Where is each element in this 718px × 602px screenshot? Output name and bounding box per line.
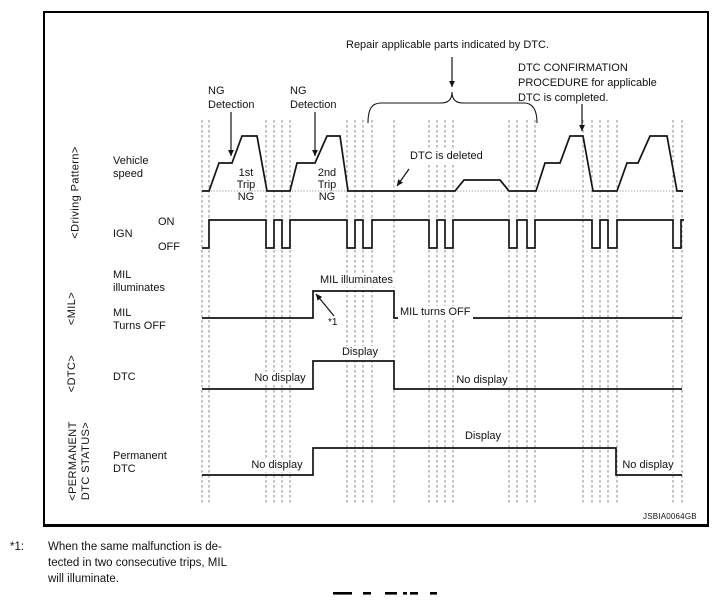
cropped-print-artifact — [363, 592, 371, 595]
repair-span-brace — [367, 91, 538, 124]
mil-turns-off-annotation: MIL turns OFF — [398, 306, 473, 319]
footnote-ref-arrow — [315, 293, 335, 317]
group-label-permanent-dtc: <PERMANENT DTC STATUS> — [66, 421, 92, 501]
permanent-dtc-trace — [202, 447, 682, 476]
vehicle-speed-trace — [202, 135, 683, 192]
ign-trace — [202, 219, 684, 249]
repair-note: Repair applicable parts indicated by DTC… — [346, 39, 549, 51]
dtc-deleted-arrow — [396, 168, 410, 187]
cropped-print-artifact — [385, 592, 397, 595]
trip1-label: 1st Trip NG — [236, 167, 256, 203]
trip2-label: 2nd Trip NG — [317, 167, 337, 203]
ng-detection-label-1: NG Detection — [208, 85, 255, 111]
footnote-text: When the same malfunction is de- tected … — [48, 541, 227, 585]
permanent-dtc-axis-label: Permanent DTC — [113, 450, 167, 475]
ng-detection-label-2: NG Detection — [290, 85, 337, 111]
mil-illuminates-annotation: MIL illuminates — [318, 274, 395, 287]
figure-code: JSBIA0064GB — [643, 512, 697, 521]
ign-label: IGN — [113, 228, 133, 240]
dtc-no-display-left: No display — [252, 372, 308, 385]
ign-off-label: OFF — [158, 241, 180, 253]
group-label-dtc: <DTC> — [66, 354, 79, 393]
group-label-driving-pattern: <Driving Pattern> — [69, 146, 82, 239]
mil-turns-off-axis-label: MIL Turns OFF — [113, 307, 166, 332]
dtc-no-display-right: No display — [454, 374, 510, 387]
cropped-print-artifact — [333, 592, 352, 595]
cropped-print-artifact — [403, 592, 407, 595]
pdtc-no-display-left: No display — [249, 459, 305, 472]
dtc-trace — [202, 360, 682, 390]
vehicle-speed-label: Vehicle speed — [113, 155, 149, 180]
figure-border — [43, 11, 709, 527]
footnote-ref: *1: — [10, 541, 25, 553]
cropped-print-artifact — [430, 592, 437, 595]
mil-illuminates-axis-label: MIL illuminates — [113, 269, 165, 294]
footnote-ref-marker: *1 — [327, 317, 339, 328]
ign-on-label: ON — [158, 216, 175, 228]
pdtc-no-display-right: No display — [620, 459, 676, 472]
dtc-deleted-label: DTC is deleted — [408, 150, 485, 163]
dtc-display: Display — [339, 346, 381, 359]
confirmation-note: DTC CONFIRMATION PROCEDURE for applicabl… — [518, 62, 657, 104]
cropped-print-artifact — [410, 592, 418, 595]
pdtc-display: Display — [462, 430, 504, 443]
dtc-axis-label: DTC — [113, 371, 136, 383]
group-label-mil: <MIL> — [66, 291, 79, 326]
